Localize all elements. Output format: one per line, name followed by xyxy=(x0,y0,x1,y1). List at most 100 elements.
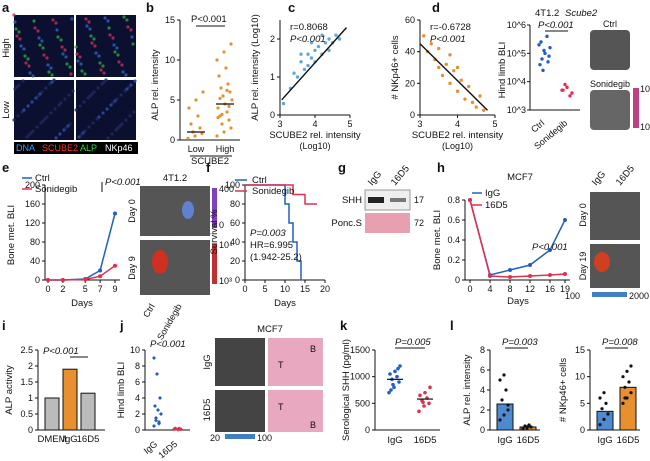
e-x-tick-label: 10 xyxy=(280,284,290,294)
b-fit-line xyxy=(281,27,348,101)
cell-signal xyxy=(18,37,22,41)
d-signal xyxy=(152,250,168,274)
c-point xyxy=(455,89,460,93)
f-point xyxy=(545,34,549,39)
cell-signal xyxy=(96,86,100,90)
cell-signal xyxy=(49,111,53,115)
cell-signal xyxy=(50,73,54,77)
f-point xyxy=(537,43,541,47)
cell-signal xyxy=(41,46,45,50)
j-point xyxy=(173,426,177,431)
i-point xyxy=(488,274,492,278)
cell-signal xyxy=(111,101,115,105)
a-y-tick-label: 5 xyxy=(170,95,175,105)
i-signal xyxy=(594,252,610,272)
a-pval: P<0.001 xyxy=(191,14,227,25)
cell-signal xyxy=(113,50,117,54)
a-point xyxy=(216,106,220,110)
l2-bar-igg xyxy=(596,410,614,431)
f-point xyxy=(541,68,545,73)
a-point xyxy=(230,98,234,102)
panel-label-c: c xyxy=(288,0,295,15)
cell-signal xyxy=(36,29,40,33)
f-img-label-sonidegib: Sonidegib xyxy=(590,79,630,89)
j-category: 16D5 xyxy=(156,439,179,460)
b-y-tick-label: 2 xyxy=(270,34,275,44)
cell-signal xyxy=(133,79,137,83)
cell-signal xyxy=(67,93,71,97)
c-x-tick-label: 3 xyxy=(417,119,422,129)
cell-signal xyxy=(65,62,69,66)
l1-point xyxy=(502,373,506,377)
d-scale-bar-bottom xyxy=(212,244,217,284)
cell-signal xyxy=(62,128,66,132)
l2-category: 16D5 xyxy=(617,435,640,446)
j-y-tick-label: 2 xyxy=(135,409,140,419)
k-point xyxy=(387,390,391,395)
j-point xyxy=(152,424,156,428)
a-point xyxy=(198,126,202,130)
cell-signal xyxy=(106,136,110,140)
cell-signal xyxy=(113,99,117,103)
a-point xyxy=(228,90,232,94)
j-point xyxy=(155,372,159,376)
cell-signal xyxy=(87,125,91,129)
a-point xyxy=(216,116,220,120)
c-point xyxy=(455,65,460,70)
a-point xyxy=(229,42,233,46)
d-point xyxy=(46,278,50,282)
cell-signal xyxy=(56,35,60,39)
panel-label-b: b xyxy=(146,0,154,15)
cell-signal xyxy=(74,108,78,112)
j-point xyxy=(158,396,162,400)
h-category-igg: IgG xyxy=(62,434,77,445)
l1-y-tick-label: 8 xyxy=(480,345,485,355)
a-point xyxy=(222,130,226,134)
f-image-sonidegib xyxy=(590,90,630,130)
l2-y-tick-label: 0 xyxy=(580,425,585,435)
cell-signal xyxy=(59,101,63,105)
d-row-day9: Day 9 xyxy=(127,256,137,280)
l1-point xyxy=(506,408,510,412)
i-y-tick-label: 0.2 xyxy=(447,255,460,265)
i-ylabel: Bone met. BLI xyxy=(432,210,443,270)
cell-signal xyxy=(95,117,99,121)
cell-signal xyxy=(31,129,35,133)
k-point xyxy=(389,388,393,392)
b-point xyxy=(327,48,331,53)
cell-signal xyxy=(79,133,83,137)
e-legend-sonidegib: Sonidegib xyxy=(252,186,294,197)
c-p-value: P<0.001 xyxy=(430,34,466,45)
c-ylabel: # NKp46+ cells xyxy=(390,35,401,99)
c-xlabel-unit: (Log10) xyxy=(442,141,473,151)
h-bar-dmem xyxy=(44,397,60,431)
e-pval: P=0.003 xyxy=(250,228,286,239)
panel-label-i: i xyxy=(2,318,6,333)
l2-point xyxy=(623,385,627,389)
cell-signal xyxy=(97,115,101,119)
a-point xyxy=(196,114,200,118)
d-y-tick-label: 200 xyxy=(25,180,40,190)
cell-signal xyxy=(126,25,130,29)
e-series-ctrl xyxy=(245,184,302,280)
a-y-tick-label: 15 xyxy=(165,15,175,25)
g-mw-17: 17 xyxy=(414,195,424,205)
e-y-tick-label: 40 xyxy=(230,237,240,247)
cell-signal xyxy=(54,136,58,140)
b-point xyxy=(295,75,300,79)
c-fit-line xyxy=(419,43,488,111)
cell-signal xyxy=(69,72,73,76)
cell-signal xyxy=(32,19,36,23)
cell-signal xyxy=(58,132,62,136)
a-point xyxy=(217,74,221,78)
d-point xyxy=(113,211,117,216)
i-y-tick-label: 0.8 xyxy=(447,195,460,205)
cell-signal xyxy=(119,93,123,97)
d-row-day0: Day 0 xyxy=(127,199,137,223)
f-point xyxy=(568,94,572,98)
cell-signal xyxy=(75,52,79,56)
i-img-igg: IgG xyxy=(590,169,608,188)
i-image-day0 xyxy=(590,192,640,240)
c-point xyxy=(459,78,463,82)
g-band xyxy=(368,197,384,203)
